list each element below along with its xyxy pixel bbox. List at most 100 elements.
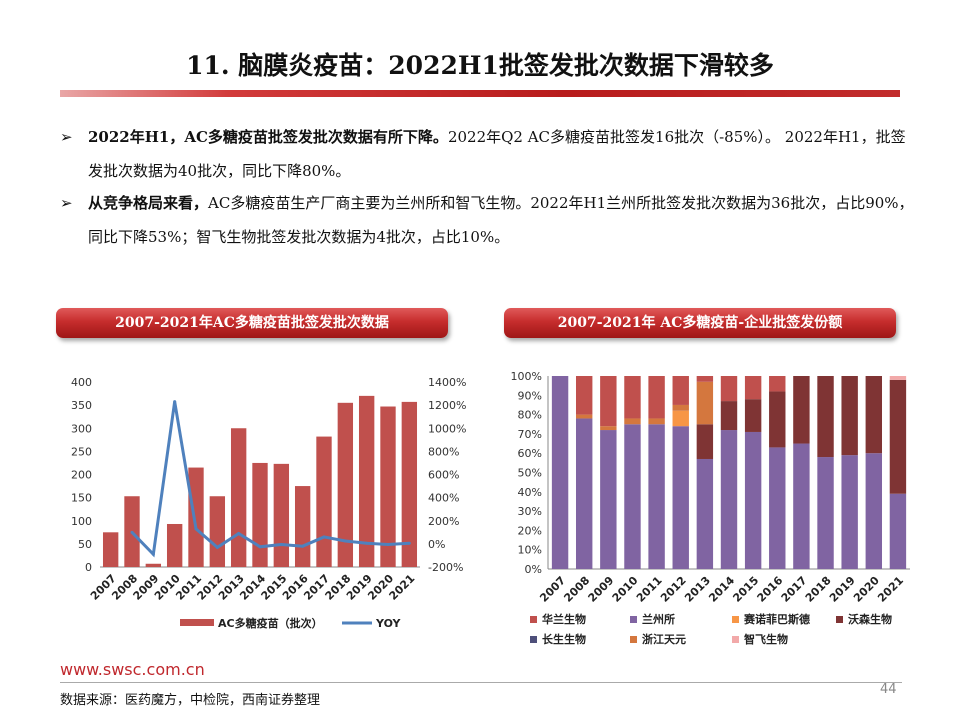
y-tick-label: 50% <box>518 467 542 480</box>
x-tick-label: 2020 <box>851 574 882 605</box>
bullet-arrow-icon: ➢ <box>60 194 73 212</box>
yoy-point-2013 <box>237 531 241 535</box>
bar-2018 <box>337 402 354 567</box>
bar-2007 <box>102 532 119 567</box>
yoy-point-2010 <box>173 400 177 404</box>
segment-智飞生物-2021 <box>889 376 907 380</box>
segment-浙江天元-2012 <box>672 404 689 411</box>
left-tick-label: 350 <box>71 399 92 412</box>
segment-沃森生物-2020 <box>865 376 883 454</box>
yoy-point-2018 <box>343 539 347 543</box>
segment-华兰生物-2011 <box>648 376 665 419</box>
segment-华兰生物-2008 <box>575 376 593 415</box>
legend-label: 长生生物 <box>542 632 586 646</box>
left-tick-label: 100 <box>71 515 92 528</box>
footer-url[interactable]: www.swsc.com.cn <box>60 660 205 679</box>
data-source: 数据来源：医药魔方，中检院，西南证券整理 <box>60 693 321 708</box>
chart2-title-banner: 2007-2021年 AC多糖疫苗-企业批签发份额 <box>504 308 896 338</box>
right-tick-label: 0% <box>428 538 445 551</box>
right-tick-label: 1000% <box>428 422 466 435</box>
segment-浙江天元-2010 <box>624 418 641 425</box>
batch-volume-chart: 0 50 100 150 200 250 300 350 400 -200% 0% 200% 400% 6… <box>71 376 466 630</box>
left-tick-label: 50 <box>78 538 92 551</box>
yoy-point-2017 <box>322 535 326 539</box>
segment-赛诺菲巴斯德-2012 <box>672 410 689 427</box>
segment-兰州所-2018 <box>817 457 834 569</box>
bullet-1: ➢ 2022年H1，AC多糖疫苗批签发批次数据有所下降。2022年Q2 AC多糖… <box>60 120 920 188</box>
y-tick-label: 0% <box>525 563 542 576</box>
bar-2016 <box>294 486 311 567</box>
segment-沃森生物-2021 <box>889 379 907 494</box>
y-tick-label: 80% <box>518 409 542 422</box>
y-tick-label: 70% <box>518 428 542 441</box>
right-tick-label: 1200% <box>428 399 466 412</box>
bar-2021 <box>401 401 418 567</box>
x-tick-label: 2015 <box>730 574 761 605</box>
segment-华兰生物-2014 <box>720 376 738 402</box>
page-title: 11. 脑膜炎疫苗：2022H1批签发批次数据下滑较多 <box>186 51 774 80</box>
bar-2011 <box>188 467 204 567</box>
segment-兰州所-2019 <box>841 455 858 569</box>
segment-浙江天元-2013 <box>696 381 714 425</box>
bar-2009 <box>145 563 162 567</box>
x-tick-label: 2019 <box>827 574 858 605</box>
y-tick-label: 10% <box>518 544 542 557</box>
legend-label: 沃森生物 <box>848 612 892 626</box>
x-tick-label: 2007 <box>537 574 568 605</box>
segment-兰州所-2016 <box>769 447 786 569</box>
legend-swatch <box>732 636 739 643</box>
legend-swatch <box>530 636 537 643</box>
left-tick-label: 0 <box>85 561 92 574</box>
segment-兰州所-2012 <box>672 426 689 569</box>
legend-label-yoy: YOY <box>375 617 402 630</box>
bar-2017 <box>316 436 332 567</box>
legend-swatch-bars <box>180 619 214 626</box>
x-tick-label: 2010 <box>610 574 641 605</box>
segment-华兰生物-2013 <box>696 376 714 382</box>
segment-华兰生物-2015 <box>744 376 762 400</box>
segment-沃森生物-2013 <box>696 424 714 459</box>
x-tick-label: 2016 <box>755 574 786 605</box>
segment-沃森生物-2018 <box>817 376 834 458</box>
x-tick-label: 2018 <box>803 574 834 605</box>
y-tick-label: 60% <box>518 447 542 460</box>
y-tick-label: 100% <box>511 370 542 383</box>
legend-swatch <box>732 616 739 623</box>
segment-兰州所-2010 <box>624 424 641 569</box>
segment-浙江天元-2011 <box>648 418 665 425</box>
x-tick-label: 2014 <box>706 574 737 605</box>
yoy-point-2008 <box>130 530 134 534</box>
yoy-point-2016 <box>301 544 305 548</box>
bar-2014 <box>252 462 268 567</box>
yoy-point-2021 <box>407 541 411 545</box>
page-number: 44 <box>880 682 897 697</box>
yoy-point-2019 <box>365 541 369 545</box>
left-tick-label: 400 <box>71 376 92 389</box>
yoy-point-2012 <box>215 545 219 549</box>
right-tick-label: 400% <box>428 492 459 505</box>
bullet-2-lead: 从竞争格局来看， <box>88 194 209 212</box>
bar-2013 <box>230 428 247 567</box>
segment-沃森生物-2017 <box>793 376 810 444</box>
segment-华兰生物-2016 <box>769 376 786 392</box>
segment-兰州所-2014 <box>720 430 738 569</box>
bar-2020 <box>380 406 396 567</box>
legend-label: 赛诺菲巴斯德 <box>743 612 810 626</box>
bullet-1-lead: 2022年H1，AC多糖疫苗批签发批次数据有所下降。 <box>88 128 448 146</box>
yoy-point-2015 <box>279 542 283 546</box>
left-tick-label: 150 <box>71 492 92 505</box>
y-tick-label: 90% <box>518 389 542 402</box>
segment-兰州所-2007 <box>551 376 569 569</box>
segment-浙江天元-2009 <box>600 426 617 431</box>
x-tick-label: 2009 <box>586 574 617 605</box>
y-tick-label: 40% <box>518 486 542 499</box>
bullet-2: ➢ 从竞争格局来看，AC多糖疫苗生产厂商主要为兰州所和智飞生物。2022年H1兰… <box>60 186 920 254</box>
right-tick-label: 1400% <box>428 376 466 389</box>
segment-沃森生物-2016 <box>769 391 786 448</box>
legend-swatch <box>630 636 637 643</box>
yoy-point-2009 <box>151 552 155 556</box>
segment-沃森生物-2015 <box>744 399 762 432</box>
bar-2012 <box>209 496 226 567</box>
yoy-point-2014 <box>258 545 262 549</box>
bullet-2-text: AC多糖疫苗生产厂商主要为兰州所和智飞生物。2022年H1兰州所批签发批次数据为… <box>88 194 914 246</box>
